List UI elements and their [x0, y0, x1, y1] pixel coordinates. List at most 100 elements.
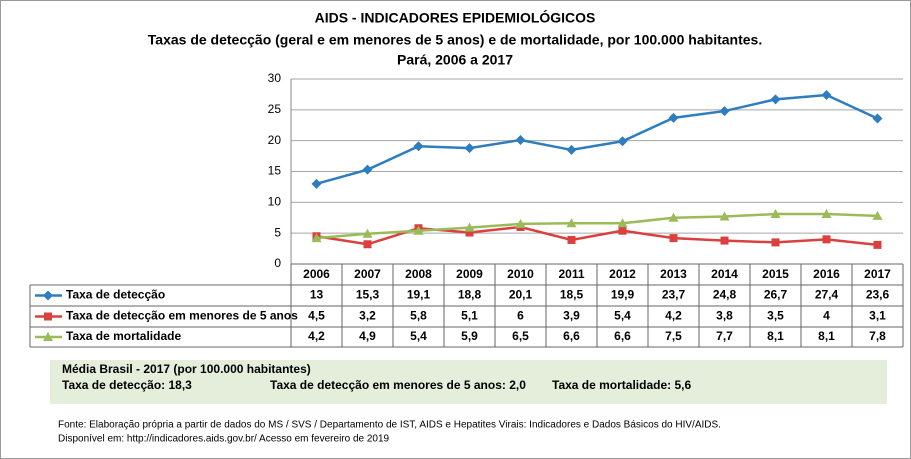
- x-tick-label: 2006: [303, 267, 330, 281]
- summary-item: Taxa de mortalidade: 5,6: [552, 378, 691, 392]
- table-cell: 6,5: [512, 329, 529, 343]
- table-cell: 4: [823, 309, 830, 323]
- x-tick-label: 2016: [813, 267, 840, 281]
- legend-marker: [43, 332, 53, 341]
- y-tick-label: 15: [268, 164, 282, 178]
- marker: [465, 228, 474, 237]
- y-tick-label: 25: [268, 102, 282, 116]
- marker: [872, 113, 883, 124]
- table-cell: 13: [310, 288, 324, 302]
- table-cell: 5,1: [461, 309, 478, 323]
- table-cell: 3,2: [359, 309, 376, 323]
- table-cell: 3,5: [767, 309, 784, 323]
- legend-label: Taxa de detecção em menores de 5 anos: [66, 309, 298, 323]
- marker: [770, 209, 781, 219]
- table-cell: 7,8: [869, 329, 886, 343]
- marker: [566, 218, 577, 228]
- chart-title: AIDS - INDICADORES EPIDEMIOLÓGICOS: [315, 9, 596, 26]
- marker: [822, 235, 831, 244]
- x-tick-label: 2007: [354, 267, 381, 281]
- table-cell: 6,6: [563, 329, 580, 343]
- marker: [873, 240, 882, 249]
- marker: [618, 226, 627, 235]
- footer: Disponível em: http://indicadores.aids.g…: [58, 434, 390, 445]
- table-cell: 19,9: [611, 288, 635, 302]
- table-cell: 26,7: [764, 288, 788, 302]
- table-cell: 5,8: [410, 309, 427, 323]
- marker: [821, 209, 832, 219]
- x-tick-label: 2015: [762, 267, 789, 281]
- series-line: [316, 93, 879, 186]
- table-cell: 3,8: [716, 309, 733, 323]
- y-tick-label: 0: [274, 256, 281, 270]
- summary-box: [50, 360, 887, 404]
- footer: Fonte: Elaboração própria a partir de da…: [58, 420, 721, 431]
- table-cell: 4,2: [665, 309, 682, 323]
- marker: [719, 106, 730, 117]
- chart-subtitle: Taxas de detecção (geral e em menores de…: [148, 32, 762, 48]
- summary-item: Taxa de detecção em menores de 5 anos: 2…: [270, 378, 526, 392]
- x-tick-label: 2014: [711, 267, 738, 281]
- x-tick-label: 2017: [864, 267, 891, 281]
- table-cell: 8,1: [818, 329, 835, 343]
- marker: [413, 225, 424, 235]
- table-cell: 20,1: [509, 288, 533, 302]
- table-cell: 5,4: [614, 309, 631, 323]
- x-tick-label: 2010: [507, 267, 534, 281]
- marker: [566, 144, 577, 155]
- x-tick-label: 2013: [660, 267, 687, 281]
- table-cell: 6,6: [614, 329, 631, 343]
- marker: [413, 141, 424, 152]
- chart-subtitle: Pará, 2006 a 2017: [397, 52, 513, 68]
- marker: [821, 90, 832, 101]
- marker: [362, 164, 373, 175]
- table-cell: 5,9: [461, 329, 478, 343]
- legend-marker: [43, 290, 53, 301]
- table-cell: 3,9: [563, 309, 580, 323]
- marker: [464, 222, 475, 232]
- y-tick-label: 5: [274, 225, 281, 239]
- marker: [567, 235, 576, 244]
- table-cell: 5,4: [410, 329, 427, 343]
- y-tick-label: 20: [268, 133, 282, 147]
- marker: [668, 112, 679, 123]
- table-cell: 7,7: [716, 329, 733, 343]
- y-tick-label: 30: [268, 71, 282, 85]
- summary-item: Taxa de detecção: 18,3: [62, 378, 192, 392]
- series-line: [316, 212, 878, 240]
- table-cell: 4,9: [359, 329, 376, 343]
- table-cell: 8,1: [767, 329, 784, 343]
- y-tick-label: 10: [268, 195, 282, 209]
- marker: [362, 228, 373, 238]
- x-tick-label: 2012: [609, 267, 636, 281]
- table-cell: 4,2: [308, 329, 325, 343]
- legend-marker: [44, 312, 52, 321]
- marker: [515, 135, 526, 146]
- marker: [770, 94, 781, 105]
- table-cell: 19,1: [407, 288, 431, 302]
- table-cell: 3,1: [869, 309, 886, 323]
- table-cell: 24,8: [713, 288, 737, 302]
- table-cell: 23,6: [866, 288, 890, 302]
- marker: [719, 211, 730, 221]
- marker: [363, 240, 372, 249]
- marker: [311, 233, 322, 243]
- marker: [668, 212, 679, 222]
- table-cell: 6: [517, 309, 524, 323]
- marker: [771, 238, 780, 247]
- legend-label: Taxa de detecção: [66, 288, 165, 302]
- table-cell: 18,5: [560, 288, 584, 302]
- marker: [464, 143, 475, 154]
- legend-label: Taxa de mortalidade: [66, 329, 181, 343]
- table-cell: 7,5: [665, 329, 682, 343]
- marker: [669, 234, 678, 243]
- marker: [617, 136, 628, 147]
- table-cell: 4,5: [308, 309, 325, 323]
- table-cell: 23,7: [662, 288, 686, 302]
- table-cell: 27,4: [815, 288, 839, 302]
- marker: [311, 178, 322, 189]
- marker: [872, 210, 883, 220]
- table-cell: 15,3: [356, 288, 380, 302]
- marker: [617, 218, 628, 228]
